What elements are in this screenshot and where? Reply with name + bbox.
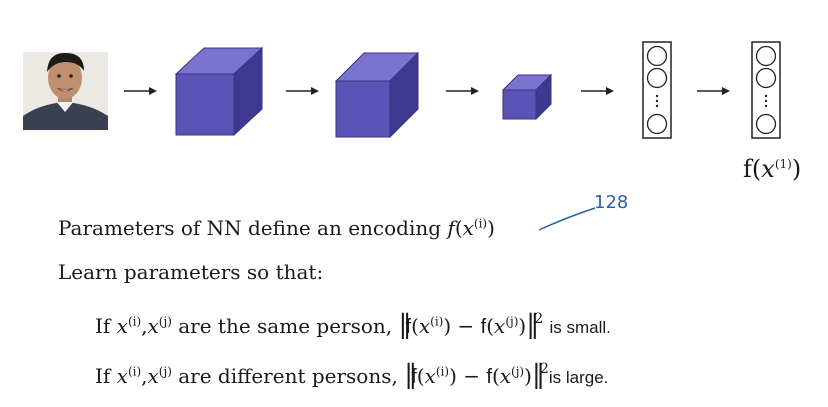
- conv-volume-1: [174, 46, 264, 137]
- neuron-circle-icon: [755, 67, 777, 89]
- network-diagram: [23, 41, 781, 139]
- neuron-circle-icon: [755, 45, 777, 67]
- arrow-right-icon: [446, 87, 479, 95]
- arrow-right-icon: [581, 87, 614, 95]
- encoding-layer: [751, 41, 781, 139]
- neuron-circle-icon: [646, 45, 668, 67]
- line-different-persons: If x(i),x(j) are different persons, ‖f(x…: [95, 360, 609, 390]
- conv-volume-3: [501, 73, 553, 121]
- line-learn: Learn parameters so that:: [58, 260, 324, 284]
- conv-volume-2: [334, 51, 420, 139]
- annotation-stroke: [538, 207, 596, 231]
- neuron-circle-icon: [646, 113, 668, 135]
- encoding-label: f(x(1)): [743, 155, 802, 183]
- annotation-128: 128: [594, 192, 629, 213]
- fully-connected-layer-1: [642, 41, 672, 139]
- line-same-person: If x(i),x(j) are the same person, ‖f(x(i…: [95, 310, 611, 340]
- arrow-right-icon: [124, 87, 157, 95]
- line-encoding: Parameters of NN define an encoding f(x(…: [58, 216, 495, 240]
- neuron-circle-icon: [646, 67, 668, 89]
- arrow-right-icon: [697, 87, 730, 95]
- arrow-right-icon: [286, 87, 319, 95]
- person-photo-icon: [23, 52, 108, 130]
- neuron-circle-icon: [755, 113, 777, 135]
